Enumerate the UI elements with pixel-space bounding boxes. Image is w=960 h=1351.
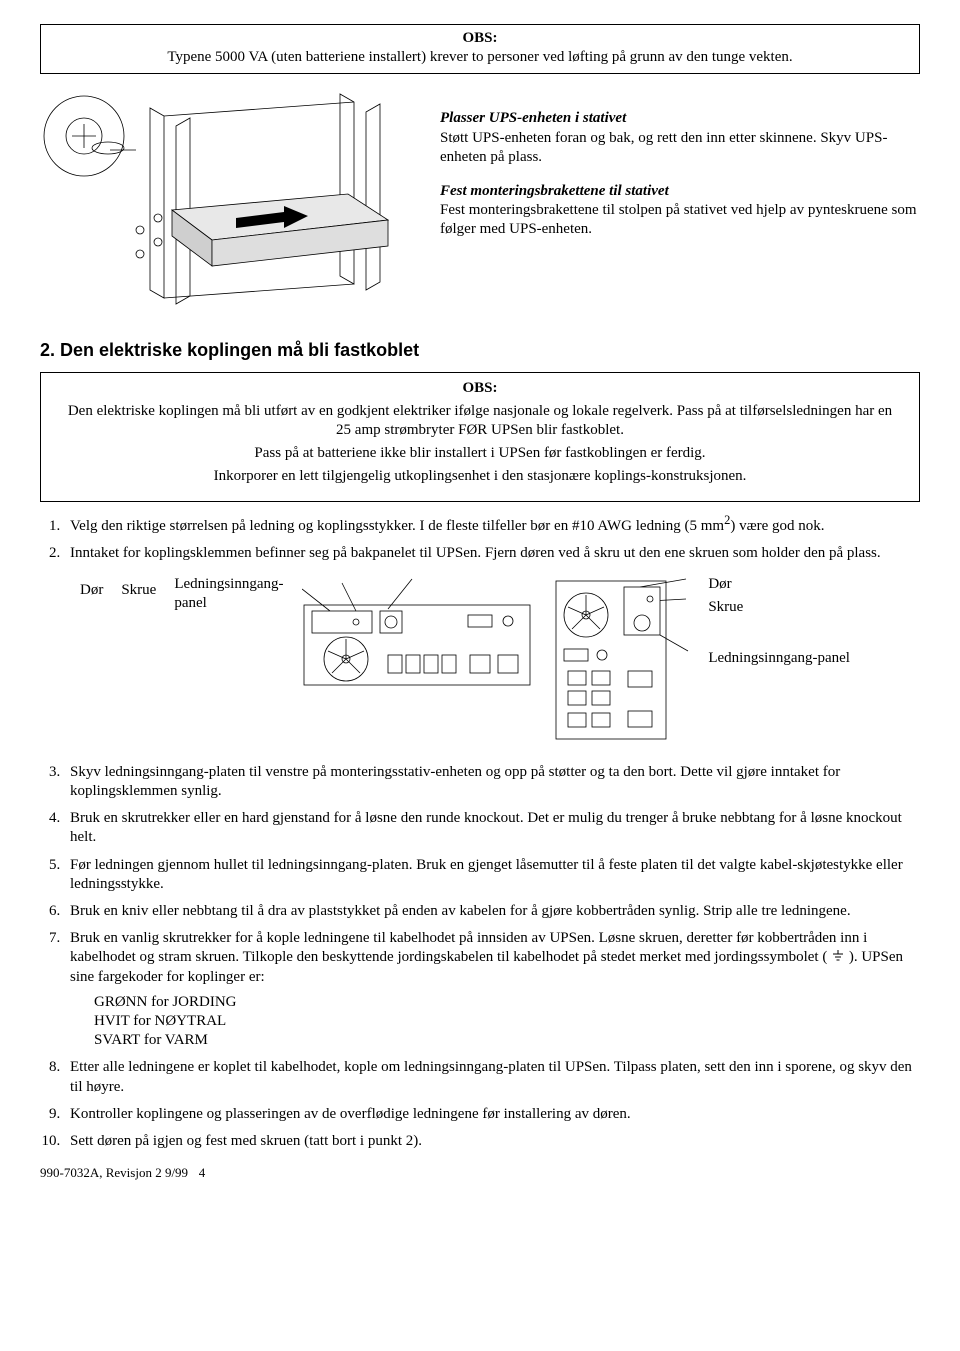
step-3: Skyv ledningsinngang-platen til venstre …	[64, 763, 920, 801]
para-mount-head: Fest monteringsbrakettene til stativet	[440, 183, 669, 199]
label-skrue-right: Skrue	[708, 598, 850, 617]
rack-rear-panel-icon	[302, 575, 532, 695]
para-mount-body: Fest monteringsbrakettene til stolpen på…	[440, 202, 917, 237]
steps-list-top: Velg den riktige størrelsen på ledning o…	[40, 512, 920, 563]
steps-list-bottom: Skyv ledningsinngang-platen til venstre …	[40, 763, 920, 1151]
para-place-body: Støtt UPS-enheten foran og bak, og rett …	[440, 130, 887, 165]
step-1: Velg den riktige størrelsen på ledning o…	[64, 512, 920, 536]
step-8: Etter alle ledningene er koplet til kabe…	[64, 1058, 920, 1096]
section-2-heading: 2. Den elektriske koplingen må bli fastk…	[40, 339, 920, 362]
color-code-list: GRØNN for JORDING HVIT for NØYTRAL SVART…	[94, 993, 920, 1051]
color-black: SVART for VARM	[94, 1031, 920, 1050]
para-place-head: Plasser UPS-enheten i stativet	[440, 110, 626, 126]
label-stack-right: Dør Skrue Ledningsinngang-panel	[708, 575, 850, 669]
notice2-p1: Den elektriske koplingen må bli utført a…	[61, 402, 899, 440]
notice-box-top: OBS: Typene 5000 VA (uten batteriene ins…	[40, 24, 920, 74]
page-number: 4	[199, 1165, 206, 1182]
notice-box-2: OBS: Den elektriske koplingen må bli utf…	[40, 372, 920, 502]
rack-illustration	[40, 90, 420, 316]
label-dor-right: Dør	[708, 575, 850, 594]
step-9: Kontroller koplingene og plasseringen av…	[64, 1105, 920, 1124]
color-green: GRØNN for JORDING	[94, 993, 920, 1012]
install-text: Plasser UPS-enheten i stativet Støtt UPS…	[440, 90, 920, 316]
step-7: Bruk en vanlig skrutrekker for å kople l…	[64, 929, 920, 1050]
tower-rear-panel-icon	[550, 575, 690, 745]
para-place: Plasser UPS-enheten i stativet Støtt UPS…	[440, 109, 920, 167]
step-2: Inntaket for koplingsklemmen befinner se…	[64, 544, 920, 563]
ground-symbol-icon	[831, 949, 845, 963]
notice-body: Typene 5000 VA (uten batteriene installe…	[49, 48, 911, 67]
color-white: HVIT for NØYTRAL	[94, 1012, 920, 1031]
label-dor-left: Dør	[80, 575, 103, 600]
panel-illustration-row: Dør Skrue Ledningsinngang-panel	[80, 575, 920, 745]
label-skrue-left: Skrue	[121, 575, 156, 600]
notice2-title: OBS:	[61, 379, 899, 398]
label-panel-left: Ledningsinngang-panel	[174, 575, 284, 613]
page-footer: 990-7032A, Revisjon 2 9/99 4	[40, 1165, 920, 1182]
notice2-p3: Inkorporer en lett tilgjengelig utkoplin…	[61, 467, 899, 486]
notice2-p2: Pass på at batteriene ikke blir installe…	[61, 444, 899, 463]
install-row: Plasser UPS-enheten i stativet Støtt UPS…	[40, 90, 920, 316]
step-5: Før ledningen gjennom hullet til ledning…	[64, 856, 920, 894]
notice-title: OBS:	[49, 29, 911, 48]
para-mount: Fest monteringsbrakettene til stativet F…	[440, 182, 920, 240]
step-6: Bruk en kniv eller nebbtang til å dra av…	[64, 902, 920, 921]
step-10: Sett døren på igjen og fest med skruen (…	[64, 1132, 920, 1151]
revision-text: 990-7032A, Revisjon 2 9/99	[40, 1165, 188, 1182]
label-panel-right: Ledningsinngang-panel	[708, 649, 850, 668]
step-4: Bruk en skrutrekker eller en hard gjenst…	[64, 809, 920, 847]
